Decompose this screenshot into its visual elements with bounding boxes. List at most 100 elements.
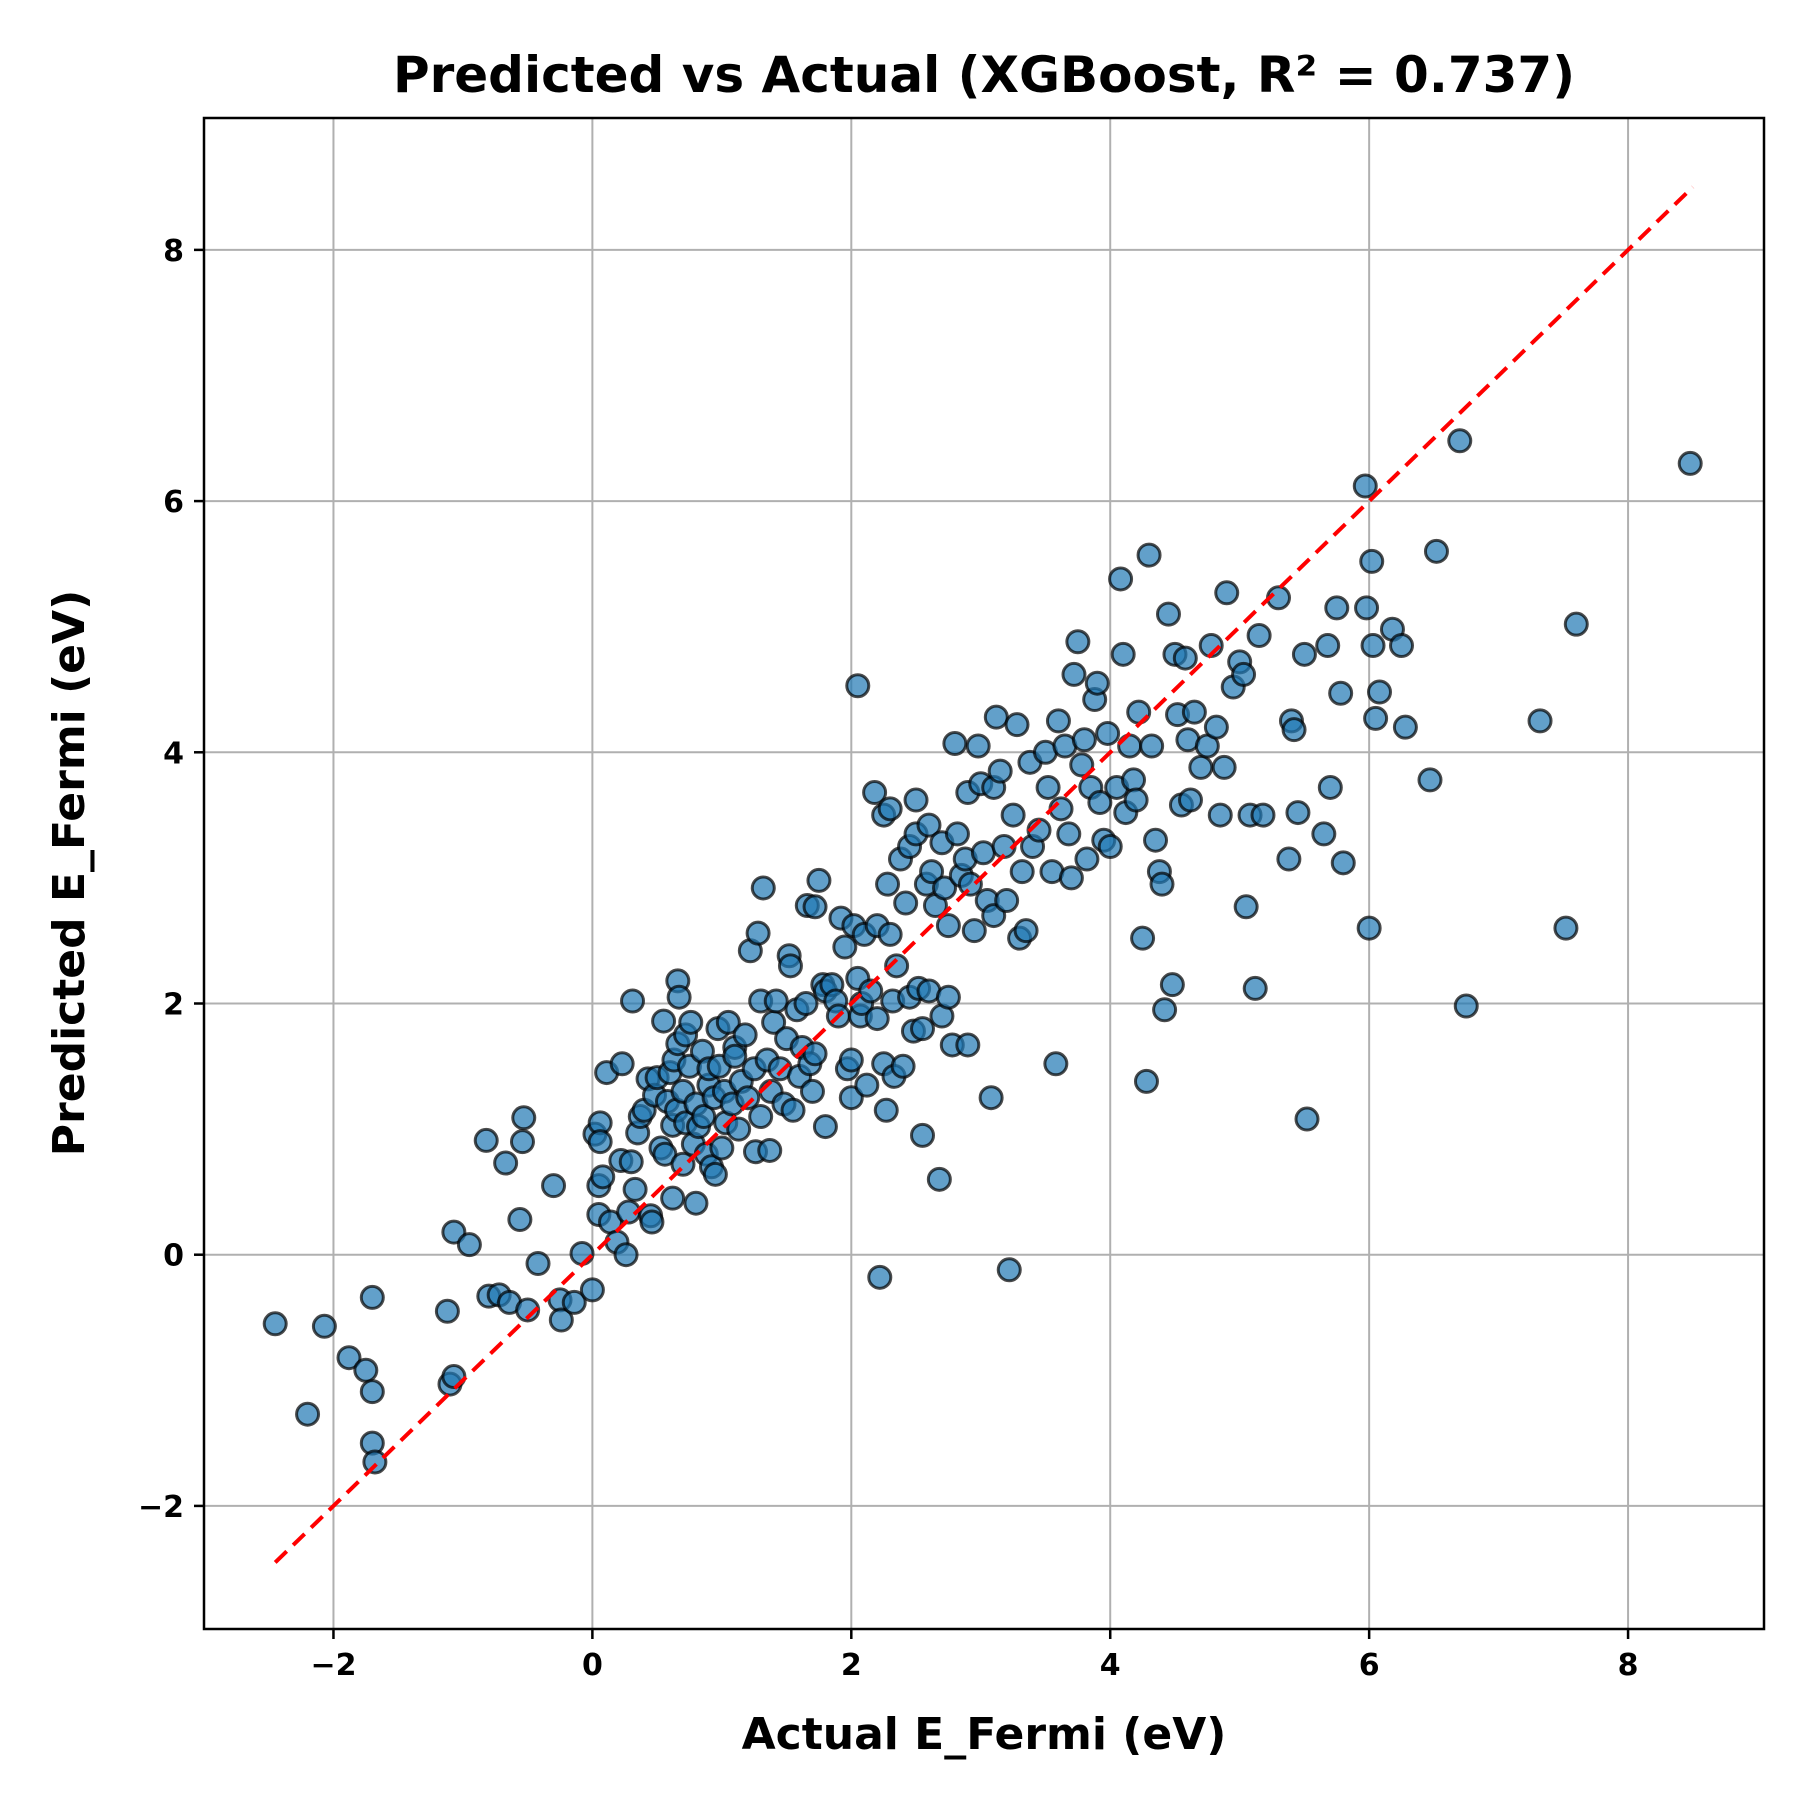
scatter-point: [867, 1264, 893, 1290]
scatter-point: [1110, 641, 1136, 667]
scatter-point: [1285, 800, 1311, 826]
scatter-point: [1324, 595, 1350, 621]
grid: [204, 118, 1764, 1629]
scatter-point: [590, 1164, 616, 1190]
scatter-point: [957, 871, 983, 897]
scatter-point: [493, 1150, 519, 1176]
scatter-point: [1356, 915, 1382, 941]
y-tick-label: 0: [163, 1239, 184, 1274]
scatter-point: [1004, 712, 1030, 738]
scatter-point: [961, 918, 987, 944]
scatter-point: [1291, 641, 1317, 667]
scatter-point: [1123, 787, 1149, 813]
scatter-point: [1242, 975, 1268, 1001]
x-tick-label: 8: [1618, 1648, 1639, 1683]
scatter-point: [1563, 611, 1589, 637]
x-tick-label: 0: [582, 1648, 603, 1683]
scatter-point: [1177, 787, 1203, 813]
scatter-point: [1330, 850, 1356, 876]
scatter-point: [864, 1006, 890, 1032]
scatter-point: [618, 1149, 644, 1175]
scatter-point: [1045, 708, 1071, 734]
scatter-point: [1246, 622, 1272, 648]
scatter-point: [838, 1047, 864, 1073]
scatter-point: [666, 984, 692, 1010]
scatter-point: [359, 1284, 385, 1310]
scatter-point: [353, 1357, 379, 1383]
scatter-point: [473, 1127, 499, 1153]
x-tick-label: 6: [1359, 1648, 1380, 1683]
y-tick-label: 8: [163, 234, 184, 269]
scatter-point: [639, 1209, 665, 1235]
scatter-point: [1071, 727, 1097, 753]
scatter-point: [935, 913, 961, 939]
scatter-point: [1084, 670, 1110, 696]
scatter-point: [683, 1190, 709, 1216]
scatter-point: [1172, 645, 1198, 671]
scatter-point: [359, 1379, 385, 1405]
scatter-point: [709, 1135, 735, 1161]
scatter-point: [1453, 993, 1479, 1019]
y-tick-label: 4: [163, 736, 184, 771]
scatter-point: [691, 1104, 717, 1130]
scatter-point: [515, 1297, 541, 1323]
scatter-point: [1231, 661, 1257, 687]
scatter-point: [735, 1085, 761, 1111]
scatter-point: [651, 1008, 677, 1034]
x-axis-label: Actual E_Fermi (eV): [742, 1709, 1227, 1760]
scatter-point: [884, 953, 910, 979]
scatter-point: [509, 1129, 535, 1155]
scatter-point: [750, 875, 776, 901]
scatter-point: [507, 1207, 533, 1233]
scatter-point: [620, 988, 646, 1014]
scatter-point: [890, 1053, 916, 1079]
scatter-point: [832, 934, 858, 960]
scatter-point: [1181, 699, 1207, 725]
ticks: −2 0 2 4 6 8 −2 0 2 4 6 8: [138, 234, 1639, 1683]
scatter-point: [875, 871, 901, 897]
scatter-point: [1035, 774, 1061, 800]
scatter-point: [978, 1085, 1004, 1111]
scatter-point: [777, 953, 803, 979]
scatter-point: [1136, 542, 1162, 568]
scatter-point: [336, 1345, 362, 1371]
reference-line-y-equals-x: [273, 185, 1695, 1564]
scatter-point: [1281, 717, 1307, 743]
scatter-point: [1143, 827, 1169, 853]
scatter-point: [994, 888, 1020, 914]
scatter-point: [862, 779, 888, 805]
scatter-point: [893, 890, 919, 916]
scatter-point: [1214, 580, 1240, 606]
scatter-point: [1354, 595, 1380, 621]
scatter-point: [1423, 538, 1449, 564]
scatter-point: [1043, 1051, 1069, 1077]
scatter-point: [1056, 821, 1082, 847]
scatter-point: [1149, 871, 1175, 897]
y-tick-label: 2: [163, 987, 184, 1022]
scatter-point: [1211, 754, 1237, 780]
scatter-point: [799, 1078, 825, 1104]
scatter-point: [569, 1240, 595, 1266]
scatter-point: [1389, 633, 1415, 659]
scatter-point: [456, 1232, 482, 1258]
scatter-point: [579, 1277, 605, 1303]
scatter-point: [1363, 705, 1389, 731]
scatter-point: [1417, 767, 1443, 793]
scatter-point: [763, 988, 789, 1014]
scatter-point: [802, 894, 828, 920]
scatter-point: [1553, 915, 1579, 941]
scatter-point: [1013, 918, 1039, 944]
scatter-point: [1108, 566, 1134, 592]
scatter-point: [1367, 679, 1393, 705]
scatter-point: [1317, 774, 1343, 800]
scatter-point: [1328, 680, 1354, 706]
scatter-point: [1677, 450, 1703, 476]
scatter-point: [1294, 1106, 1320, 1132]
scatter-point: [1133, 1068, 1159, 1094]
x-tick-label: 2: [841, 1648, 862, 1683]
scatter-point: [926, 1166, 952, 1192]
scatter-point: [1074, 846, 1100, 872]
scatter-point: [854, 1072, 880, 1098]
chart-title: Predicted vs Actual (XGBoost, R² = 0.737…: [393, 46, 1575, 104]
